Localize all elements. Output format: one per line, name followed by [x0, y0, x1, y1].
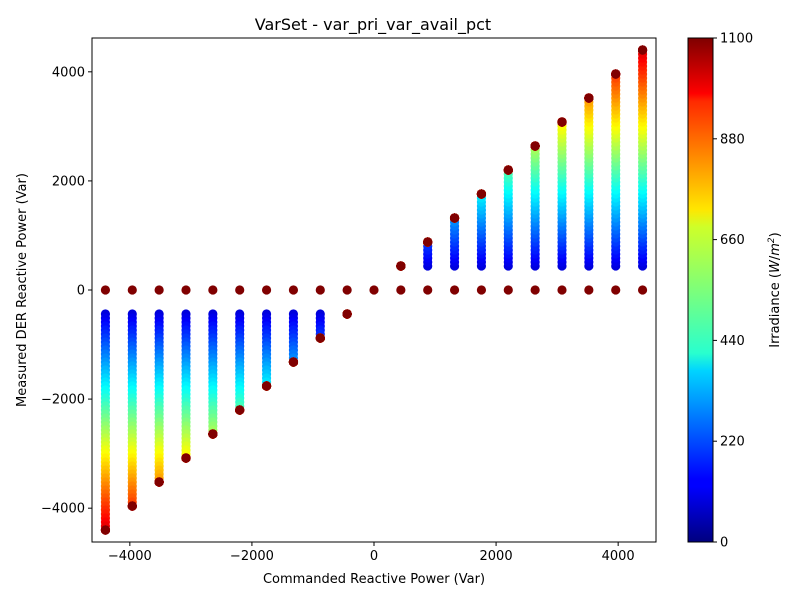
data-point — [100, 285, 111, 295]
data-point — [154, 285, 164, 295]
data-point — [637, 285, 648, 295]
data-point — [637, 45, 648, 55]
x-tick-label: 4000 — [602, 549, 635, 564]
data-point — [611, 69, 621, 79]
data-point — [449, 285, 460, 295]
colorbar — [688, 38, 713, 542]
y-tick-label: 4000 — [52, 65, 85, 80]
y-tick-label: −4000 — [41, 502, 85, 517]
data-point — [208, 429, 218, 439]
data-point — [261, 285, 272, 295]
data-point — [503, 285, 513, 295]
y-axis-ticks: −4000 −2000 0 2000 4000 — [41, 65, 92, 517]
colorbar-tick-label: 880 — [720, 132, 745, 147]
scatter-points — [100, 45, 648, 535]
data-point — [530, 285, 540, 295]
data-point — [181, 453, 191, 463]
data-point — [235, 405, 245, 415]
data-point — [127, 285, 137, 295]
data-point — [342, 285, 352, 295]
data-point — [208, 285, 218, 295]
data-point — [315, 285, 325, 295]
data-point — [100, 525, 111, 535]
colorbar-tick-label: 220 — [720, 435, 745, 450]
y-tick-label: 2000 — [52, 174, 85, 189]
colorbar-frame — [687, 37, 714, 543]
colorbar-tick-label: 1100 — [720, 32, 753, 47]
data-point — [503, 165, 513, 175]
data-point — [288, 357, 299, 367]
data-point — [288, 285, 299, 295]
data-point — [423, 237, 433, 247]
data-point — [396, 261, 406, 271]
data-point — [449, 213, 460, 223]
data-point — [584, 285, 594, 295]
x-tick-label: −2000 — [230, 549, 274, 564]
data-point — [584, 93, 594, 103]
data-point — [315, 333, 325, 343]
data-point — [127, 501, 137, 511]
colorbar-tick-label: 660 — [720, 233, 745, 248]
colorbar-ticks: 0 220 440 660 880 1100 — [713, 32, 753, 551]
y-tick-label: −2000 — [41, 393, 85, 408]
x-tick-label: 2000 — [480, 549, 513, 564]
y-axis-label: Measured DER Reactive Power (Var) — [15, 173, 30, 407]
x-tick-label: −4000 — [108, 549, 152, 564]
data-point — [181, 285, 191, 295]
y-tick-label: 0 — [77, 284, 85, 299]
chart-title: VarSet - var_pri_var_avail_pct — [255, 15, 491, 35]
colorbar-tick-label: 0 — [720, 536, 728, 551]
data-point — [235, 285, 245, 295]
data-point — [369, 285, 379, 295]
data-point — [530, 141, 540, 151]
data-point — [342, 309, 352, 319]
data-point — [476, 285, 487, 295]
x-axis-ticks: −4000 −2000 0 2000 4000 — [108, 542, 635, 564]
colorbar-tick-label: 440 — [720, 334, 745, 349]
data-point — [261, 381, 272, 391]
data-point — [396, 285, 406, 295]
data-point — [557, 285, 567, 295]
data-point — [423, 285, 433, 295]
data-point — [557, 117, 567, 127]
data-point — [154, 477, 164, 487]
colorbar-label: Irradiance (W/m2) — [767, 232, 783, 347]
x-axis-label: Commanded Reactive Power (Var) — [263, 572, 485, 587]
x-tick-label: 0 — [370, 549, 378, 564]
data-point — [611, 285, 621, 295]
data-point — [476, 189, 487, 199]
